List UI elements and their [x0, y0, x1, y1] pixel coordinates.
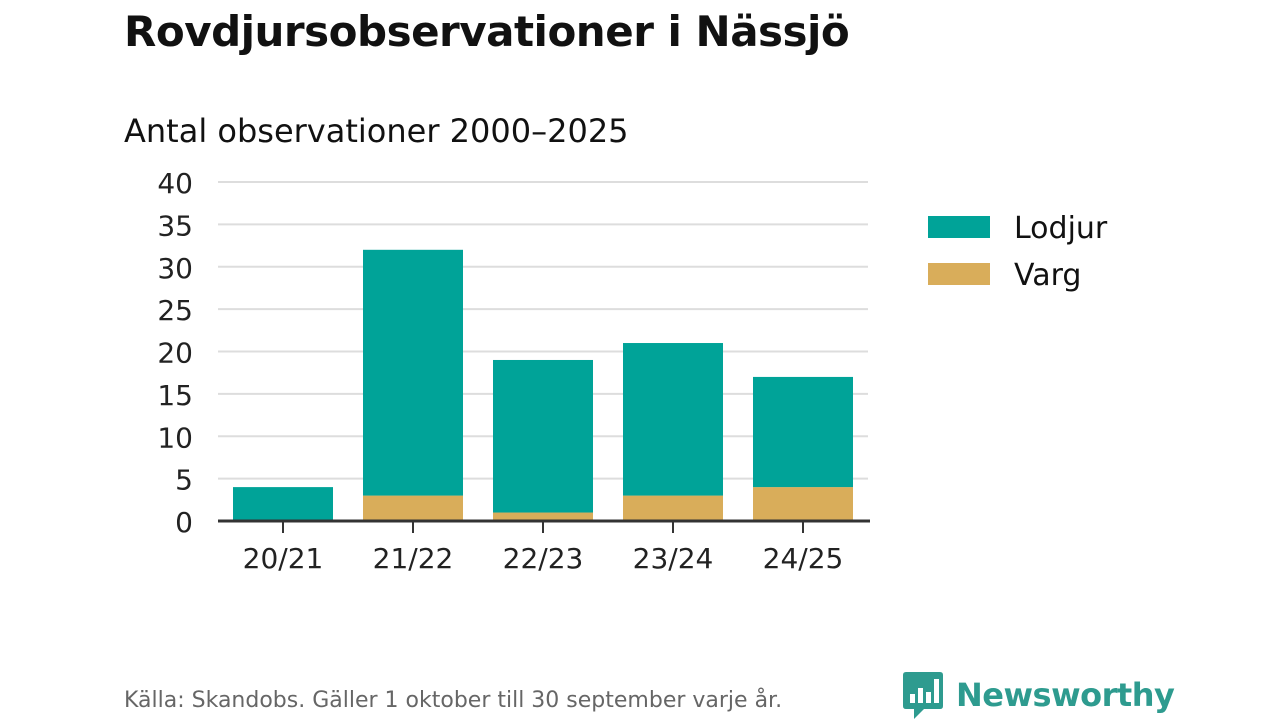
- bar-varg: [623, 495, 723, 521]
- bar-varg: [363, 495, 463, 521]
- y-tick-label: 10: [157, 421, 193, 454]
- brand-logo: Newsworthy: [902, 670, 1175, 720]
- brand-name: Newsworthy: [956, 676, 1175, 714]
- y-tick-label: 35: [157, 209, 193, 242]
- logo-bar-1: [910, 694, 915, 703]
- y-tick-label: 25: [157, 294, 193, 327]
- bar-varg: [753, 487, 853, 521]
- chart-title: Rovdjursobservationer i Nässjö: [124, 7, 850, 56]
- legend: Lodjur Varg: [928, 211, 1108, 293]
- bar-lodjur: [233, 487, 333, 521]
- x-axis-ticks: 20/21 21/22 22/23 23/24 24/25: [243, 542, 844, 575]
- chart-subtitle: Antal observationer 2000–2025: [124, 112, 629, 150]
- bar-lodjur: [623, 343, 723, 496]
- legend-swatch-varg: [928, 263, 990, 285]
- y-tick-label: 15: [157, 379, 193, 412]
- bar-varg: [493, 512, 593, 521]
- source-note: Källa: Skandobs. Gäller 1 oktober till 3…: [124, 688, 783, 713]
- y-tick-label: 20: [157, 337, 193, 370]
- bar-chart-badge-icon: [903, 672, 943, 719]
- y-axis-ticks: 0 5 10 15 20 25 30 35 40: [157, 167, 193, 539]
- legend-swatch-lodjur: [928, 216, 990, 238]
- legend-label-varg: Varg: [1014, 258, 1081, 293]
- x-tick-label: 20/21: [243, 542, 324, 575]
- bar-lodjur: [493, 359, 593, 513]
- bar-lodjur: [363, 249, 463, 496]
- bar-lodjur: [753, 376, 853, 488]
- y-tick-label: 5: [175, 464, 193, 497]
- y-tick-label: 40: [157, 167, 193, 200]
- logo-bar-4: [934, 679, 939, 703]
- x-tick-label: 24/25: [763, 542, 844, 575]
- y-tick-label: 0: [175, 506, 193, 539]
- logo-bar-3: [926, 692, 931, 703]
- legend-label-lodjur: Lodjur: [1014, 211, 1108, 246]
- y-tick-label: 30: [157, 252, 193, 285]
- logo-bar-2: [918, 688, 923, 703]
- x-tick-label: 23/24: [633, 542, 714, 575]
- x-axis: [218, 519, 870, 533]
- x-tick-label: 22/23: [503, 542, 584, 575]
- bars: [233, 249, 853, 521]
- x-tick-label: 21/22: [373, 542, 454, 575]
